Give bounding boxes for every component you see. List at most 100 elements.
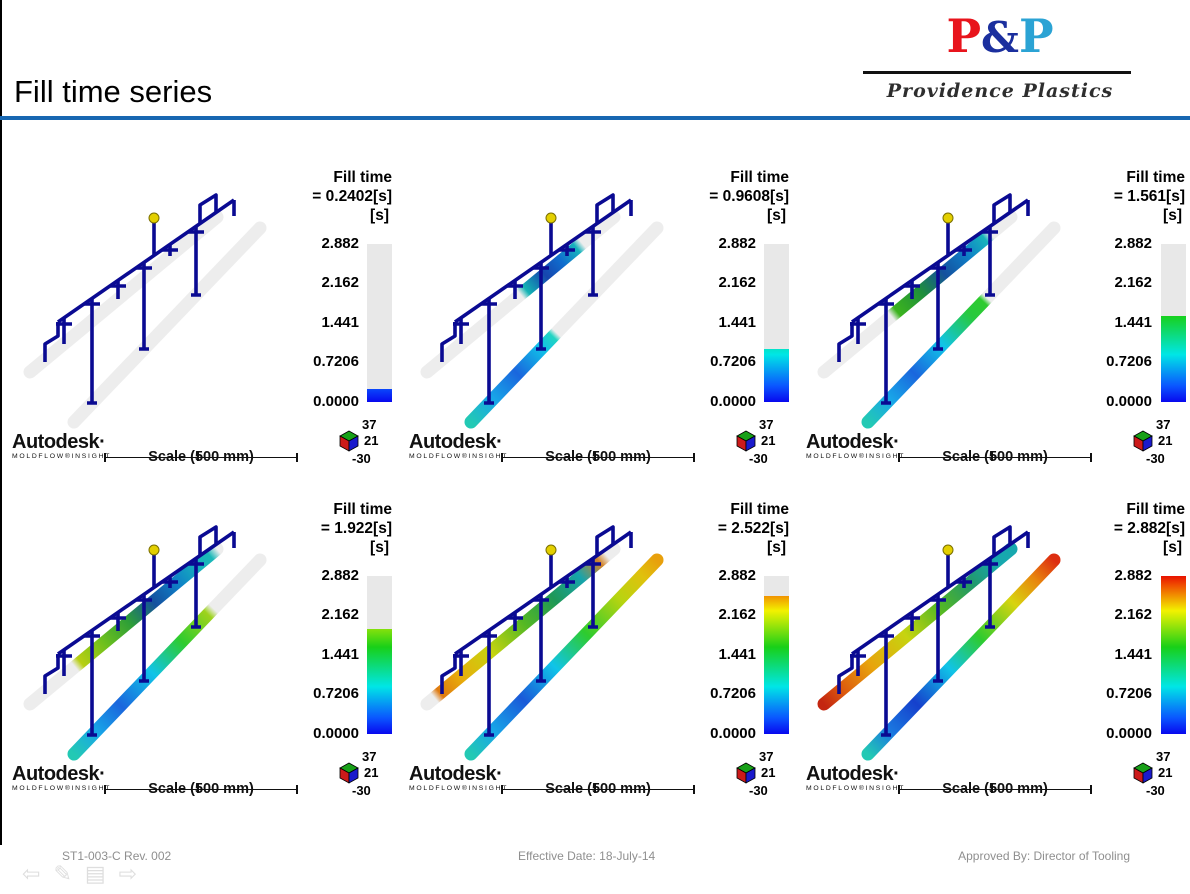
scale-ruler-mid-tick <box>197 452 199 461</box>
scale-ruler-line <box>104 453 298 462</box>
legend-title: Fill time <box>1126 169 1185 186</box>
colorbar-tick: 2.882 <box>321 235 359 252</box>
orientation-cube-icon <box>736 430 756 452</box>
annotate-pen-icon[interactable]: ✎ <box>53 861 72 886</box>
document-number: ST1-003-C Rev. 002 <box>62 849 172 863</box>
moldflow-insight-label: MOLDFLOW®INSIGHT <box>12 785 112 792</box>
scale-ruler-line <box>898 453 1092 462</box>
logo-underline <box>863 71 1131 74</box>
colorbar-tick: 0.0000 <box>1106 393 1152 410</box>
colorbar-tick: 2.882 <box>1114 567 1152 584</box>
fill-time-colorbar <box>367 244 392 402</box>
rotation-z-value: -30 <box>1146 451 1165 466</box>
colorbar-tick: 2.162 <box>321 606 359 623</box>
legend-unit: [s] <box>767 539 786 556</box>
orientation-cube-icon <box>339 430 359 452</box>
scale-ruler: Scale (500 mm) <box>104 776 298 802</box>
colorbar-filled-range <box>1161 316 1186 402</box>
scale-label: Scale (500 mm) <box>545 781 651 797</box>
rotation-z-value: -30 <box>352 451 371 466</box>
simulation-panel: Fill time = 0.2402[s] [s] 2.882 2.162 1.… <box>0 160 397 492</box>
slide-menu-icon[interactable]: ▤ <box>84 861 106 886</box>
orientation-cube-icon <box>339 762 359 784</box>
axis-orientation-triad: 37 21 -30 <box>733 417 799 474</box>
fill-time-colorbar <box>764 244 789 402</box>
fill-time-legend: Fill time = 1.561[s] [s] <box>1015 168 1185 225</box>
fill-time-legend: Fill time = 1.922[s] [s] <box>222 500 392 557</box>
colorbar-tick: 1.441 <box>1114 646 1152 663</box>
autodesk-branding: Autodesk· MOLDFLOW®INSIGHT <box>806 432 905 460</box>
next-slide-icon[interactable]: ⇨ <box>118 861 138 886</box>
previous-slide-icon[interactable]: ⇦ <box>22 861 41 886</box>
moldflow-model-3d <box>23 193 267 429</box>
moldflow-model-3d <box>420 193 664 429</box>
colorbar-tick: 0.0000 <box>313 725 359 742</box>
fill-time-colorbar <box>1161 244 1186 402</box>
legend-fill-time-value: = 2.882[s] <box>1113 520 1185 537</box>
colorbar-tick: 1.441 <box>718 314 756 331</box>
moldflow-insight-label: MOLDFLOW®INSIGHT <box>409 453 509 460</box>
legend-fill-time-value: = 0.9608[s] <box>709 188 789 205</box>
colorbar-tick: 2.162 <box>321 274 359 291</box>
rotation-x-value: 37 <box>362 749 377 764</box>
moldflow-insight-label: MOLDFLOW®INSIGHT <box>806 785 906 792</box>
legend-unit: [s] <box>370 539 389 556</box>
rotation-z-value: -30 <box>749 451 768 466</box>
scale-ruler: Scale (500 mm) <box>501 776 695 802</box>
scale-ruler-mid-tick <box>991 784 993 793</box>
logo-ampersand: & <box>981 13 1019 62</box>
legend-unit: [s] <box>370 207 389 224</box>
legend-title: Fill time <box>333 501 392 518</box>
autodesk-logo: Autodesk· <box>409 763 503 785</box>
moldflow-model-3d <box>23 525 267 761</box>
autodesk-logo: Autodesk· <box>806 431 900 453</box>
colorbar-tick: 0.7206 <box>313 353 359 370</box>
autodesk-branding: Autodesk· MOLDFLOW®INSIGHT <box>806 764 905 792</box>
rotation-x-value: 37 <box>1156 417 1171 432</box>
axis-orientation-triad: 37 21 -30 <box>1130 749 1190 806</box>
rotation-z-value: -30 <box>749 783 768 798</box>
rotation-y-value: 21 <box>761 433 776 448</box>
colorbar-filled-range <box>1161 576 1186 734</box>
simulation-panel: Fill time = 2.882[s] [s] 2.882 2.162 1.4… <box>794 492 1190 824</box>
rotation-x-value: 37 <box>759 417 774 432</box>
colorbar-filled-range <box>764 596 789 734</box>
logo-letter-p1: P <box>946 9 982 63</box>
rotation-z-value: -30 <box>352 783 371 798</box>
fill-time-legend: Fill time = 2.882[s] [s] <box>1015 500 1185 557</box>
fill-time-legend: Fill time = 0.2402[s] [s] <box>222 168 392 225</box>
axis-orientation-triad: 37 21 -30 <box>336 417 402 474</box>
legend-fill-time-value: = 0.2402[s] <box>312 188 392 205</box>
legend-title: Fill time <box>1126 501 1185 518</box>
page-title: Fill time series <box>14 74 213 109</box>
legend-title: Fill time <box>730 501 789 518</box>
colorbar-tick: 0.7206 <box>710 353 756 370</box>
colorbar-tick: 1.441 <box>718 646 756 663</box>
axis-orientation-triad: 37 21 -30 <box>1130 417 1190 474</box>
autodesk-branding: Autodesk· MOLDFLOW®INSIGHT <box>409 432 508 460</box>
approved-by: Approved By: Director of Tooling <box>958 849 1130 863</box>
scale-ruler: Scale (500 mm) <box>898 444 1092 470</box>
scale-ruler-mid-tick <box>197 784 199 793</box>
fill-time-colorbar <box>764 576 789 734</box>
colorbar-tick: 2.882 <box>1114 235 1152 252</box>
scale-ruler-mid-tick <box>991 452 993 461</box>
rotation-y-value: 21 <box>364 765 379 780</box>
colorbar-tick: 2.882 <box>321 567 359 584</box>
colorbar-tick: 2.162 <box>1114 274 1152 291</box>
rotation-y-value: 21 <box>1158 765 1173 780</box>
colorbar-tick: 0.7206 <box>313 685 359 702</box>
slideshow-controls: ⇦ ✎ ▤ ⇨ <box>22 862 137 886</box>
colorbar-tick: 0.0000 <box>313 393 359 410</box>
scale-label: Scale (500 mm) <box>148 449 254 465</box>
scale-ruler: Scale (500 mm) <box>104 444 298 470</box>
colorbar-filled-range <box>367 389 392 402</box>
simulation-panels-grid: Fill time = 0.2402[s] [s] 2.882 2.162 1.… <box>0 160 1190 824</box>
moldflow-model-3d <box>817 525 1061 761</box>
legend-title: Fill time <box>730 169 789 186</box>
orientation-cube-icon <box>1133 430 1153 452</box>
colorbar-tick: 2.162 <box>718 274 756 291</box>
scale-ruler-mid-tick <box>594 784 596 793</box>
rotation-x-value: 37 <box>759 749 774 764</box>
